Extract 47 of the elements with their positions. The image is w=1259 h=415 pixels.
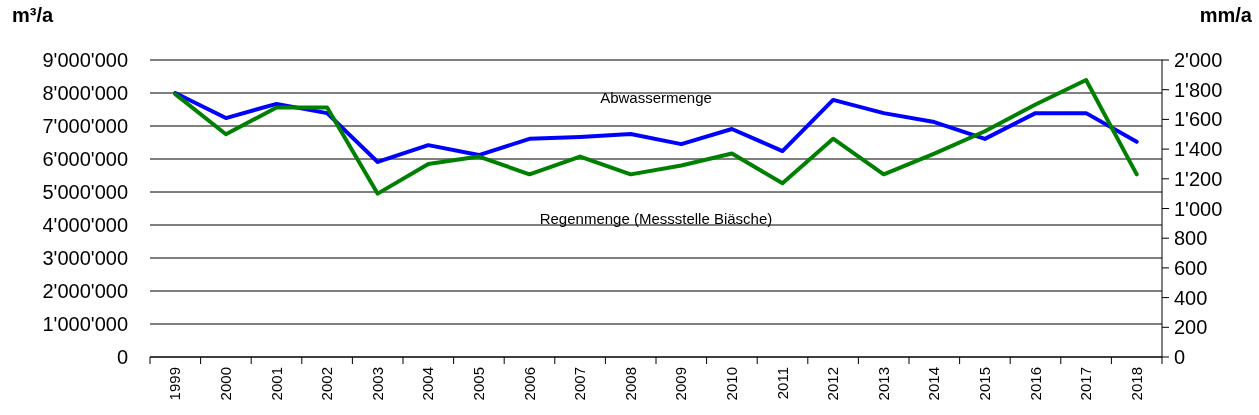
x-tick-label: 2014 bbox=[925, 367, 943, 401]
line-series bbox=[173, 91, 1139, 164]
x-tick-label: 2000 bbox=[216, 367, 234, 401]
y-tick-label: 1'000'000 bbox=[42, 313, 128, 335]
y2-tick-label: 400 bbox=[1174, 286, 1208, 309]
y2-tick-label: 1'600 bbox=[1174, 108, 1223, 131]
x-tick-label: 2006 bbox=[520, 367, 538, 401]
x-tick-label: 2005 bbox=[469, 367, 487, 401]
series-label: Regenmenge (Messstelle Biäsche) bbox=[539, 209, 773, 227]
y-tick-label: 2'000'000 bbox=[42, 280, 128, 302]
y-tick-label: 0 bbox=[116, 346, 128, 368]
x-tick-label: 1999 bbox=[166, 367, 184, 401]
y2-tick-label: 1'800 bbox=[1174, 78, 1223, 101]
y2-tick-label: 2'000 bbox=[1174, 49, 1223, 71]
y2-tick-label: 600 bbox=[1174, 256, 1208, 279]
x-tick-label: 2010 bbox=[722, 367, 740, 401]
y2-tick-label: 0 bbox=[1174, 346, 1186, 368]
x-tick-label: 2003 bbox=[368, 367, 386, 401]
series-label: Abwassermenge bbox=[600, 89, 712, 107]
x-tick-label: 2009 bbox=[672, 367, 690, 401]
x-tick-label: 2002 bbox=[318, 367, 336, 401]
y2-tick-label: 1'000 bbox=[1174, 197, 1223, 220]
x-tick-label: 2016 bbox=[1026, 367, 1044, 401]
x-tick-label: 2015 bbox=[975, 367, 993, 401]
x-tick-label: 2007 bbox=[571, 367, 589, 401]
y2-tick-label: 800 bbox=[1174, 227, 1208, 250]
y2-axis-title: mm/a bbox=[1199, 4, 1253, 26]
y-tick-label: 8'000'000 bbox=[42, 82, 128, 104]
y2-tick-label: 1'200 bbox=[1174, 167, 1223, 190]
x-tick-label: 2011 bbox=[773, 367, 791, 400]
x-tick-label: 2013 bbox=[874, 367, 892, 401]
x-tick-label: 2012 bbox=[824, 367, 842, 401]
x-tick-label: 2001 bbox=[267, 367, 285, 401]
y-tick-label: 3'000'000 bbox=[42, 247, 128, 269]
y2-tick-label: 200 bbox=[1174, 316, 1208, 339]
y-tick-label: 7'000'000 bbox=[42, 115, 128, 137]
y2-tick-label: 1'400 bbox=[1174, 138, 1223, 161]
y-tick-label: 5'000'000 bbox=[42, 181, 128, 203]
x-tick-label: 2017 bbox=[1077, 367, 1095, 401]
line-series bbox=[173, 78, 1139, 196]
y-tick-label: 4'000'000 bbox=[42, 214, 128, 236]
x-tick-label: 2008 bbox=[621, 367, 639, 401]
x-tick-label: 2018 bbox=[1127, 367, 1145, 401]
y-axis-title: m³/a bbox=[12, 4, 54, 26]
y-tick-label: 6'000'000 bbox=[42, 148, 128, 170]
y-tick-label: 9'000'000 bbox=[42, 49, 128, 71]
x-tick-label: 2004 bbox=[419, 367, 437, 401]
